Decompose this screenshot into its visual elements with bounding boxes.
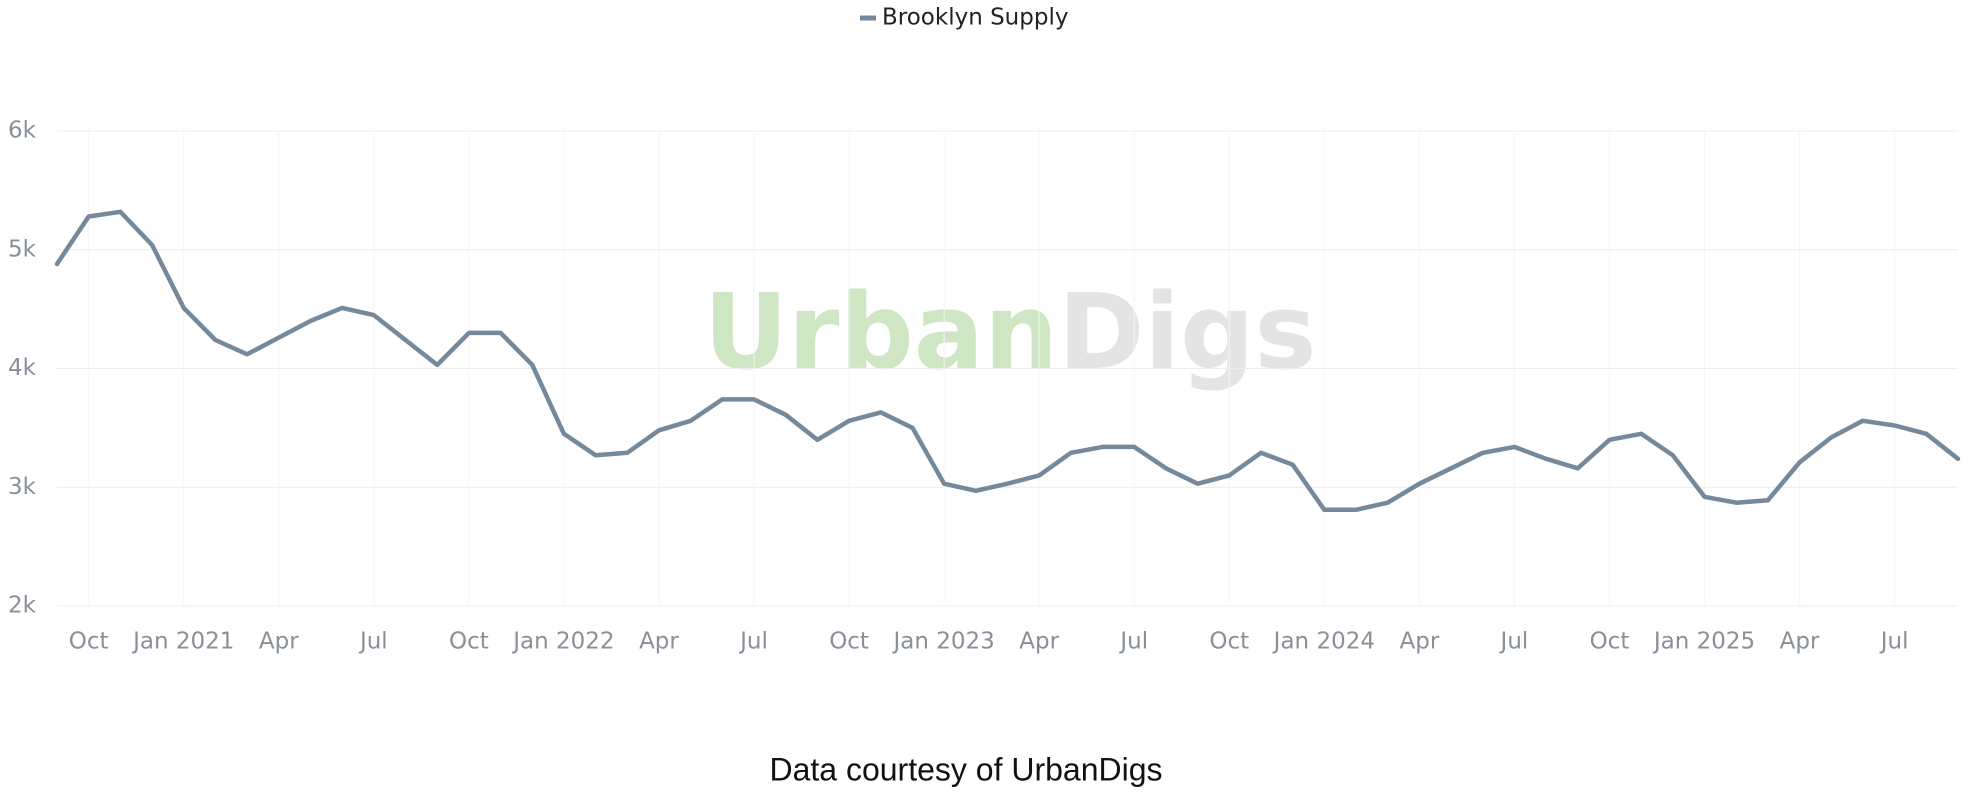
x-tick-label: Jul (1118, 629, 1148, 655)
y-tick-label: 6k (8, 118, 37, 144)
x-tick-label: Jul (358, 629, 388, 655)
x-tick-label: Jan 2024 (1272, 629, 1375, 655)
x-tick-label: Oct (829, 629, 869, 655)
x-tick-label: Jul (1879, 629, 1909, 655)
caption: Data courtesy of UrbanDigs (769, 751, 1162, 787)
x-tick-label: Apr (1399, 629, 1439, 655)
x-tick-label: Jan 2022 (511, 629, 614, 655)
watermark: UrbanDigs (704, 271, 1317, 393)
series-line (54, 209, 1961, 513)
watermark-part: Digs (1058, 271, 1316, 393)
y-tick-label: 2k (8, 593, 37, 619)
legend-label: Brooklyn Supply (882, 5, 1068, 31)
x-tick-label: Jul (1499, 629, 1529, 655)
x-tick-label: Oct (1209, 629, 1249, 655)
watermark-part: Urban (704, 271, 1058, 393)
x-tick-label: Jan 2021 (131, 629, 234, 655)
y-tick-label: 5k (8, 236, 37, 262)
x-tick-label: Jan 2023 (891, 629, 994, 655)
x-tick-label: Apr (1780, 629, 1820, 655)
x-tick-label: Apr (639, 629, 679, 655)
y-tick-label: 4k (8, 355, 37, 381)
x-tick-label: Apr (1019, 629, 1059, 655)
x-tick-label: Oct (449, 629, 489, 655)
x-tick-label: Apr (259, 629, 299, 655)
y-tick-label: 3k (8, 474, 37, 500)
x-tick-label: Oct (69, 629, 109, 655)
x-tick-label: Oct (1590, 629, 1630, 655)
x-tick-label: Jan 2025 (1652, 629, 1755, 655)
x-tick-label: Jul (738, 629, 768, 655)
